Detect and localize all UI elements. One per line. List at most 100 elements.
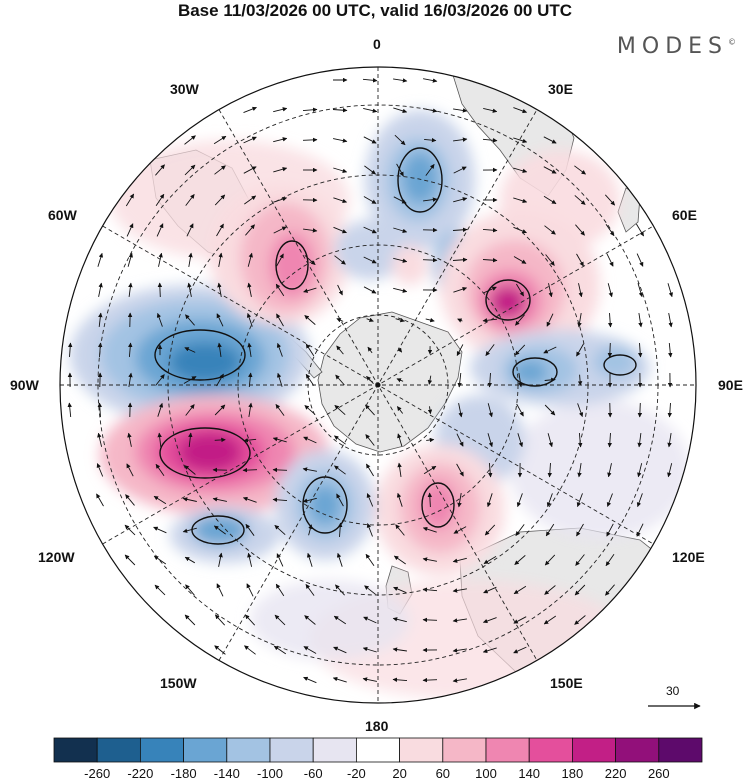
wind-arrow	[422, 677, 438, 683]
lon-label-120w: 120W	[38, 549, 75, 565]
wind-arrow	[483, 556, 497, 564]
wind-arrow	[426, 437, 435, 443]
lon-label-150w: 150W	[160, 675, 197, 691]
wind-arrow	[303, 676, 317, 684]
wind-arrow	[393, 107, 408, 114]
wind-arrow	[396, 378, 404, 383]
wind-arrow	[396, 492, 403, 507]
wind-arrow	[333, 197, 348, 204]
wind-arrow	[182, 527, 197, 533]
wind-arrow	[544, 404, 556, 416]
wind-arrow	[273, 645, 287, 655]
wind-arrow	[247, 552, 253, 567]
wind-arrow	[514, 344, 526, 356]
indian-subcontinent-edge	[689, 279, 696, 341]
colorbar-swatch	[53, 737, 98, 763]
wind-arrow	[543, 195, 557, 205]
wind-arrow	[547, 462, 553, 478]
wind-arrow	[456, 463, 464, 477]
lon-label-120e: 120E	[672, 549, 705, 565]
colorbar-tick-label: 180	[561, 766, 584, 781]
wind-arrow	[362, 647, 377, 653]
wind-arrow	[518, 373, 523, 388]
wind-arrow	[243, 438, 257, 443]
wind-arrow	[452, 557, 467, 563]
wind-arrow	[513, 167, 528, 173]
wind-arrow	[513, 616, 527, 624]
wind-arrow	[128, 282, 133, 297]
wind-arrow	[305, 343, 315, 357]
wind-arrow	[245, 523, 255, 536]
wind-arrow	[514, 555, 526, 565]
wind-arrow	[303, 646, 317, 654]
wind-arrow	[184, 135, 196, 145]
wind-arrow	[545, 254, 555, 266]
wind-arrow	[273, 226, 287, 234]
wind-arrow	[367, 346, 373, 354]
wind-arrow	[452, 678, 467, 683]
wind-arrow	[154, 584, 166, 596]
wind-arrow	[637, 463, 643, 478]
colorbar-swatch	[312, 737, 357, 763]
colorbar-tick-label: -180	[170, 766, 197, 781]
wind-arrow	[607, 283, 613, 298]
wind-arrow	[607, 463, 612, 478]
wind-arrow	[395, 524, 405, 536]
wind-arrow	[128, 372, 133, 387]
circulation-loop	[421, 482, 455, 528]
colorbar-swatch	[615, 737, 660, 763]
wind-arrow	[218, 252, 223, 267]
wind-arrow	[362, 677, 377, 682]
wind-arrow	[128, 342, 133, 358]
wind-arrow	[543, 615, 557, 625]
colorbar-tick-label: 20	[392, 766, 407, 781]
wind-arrow	[97, 342, 103, 358]
wind-arrow	[155, 193, 165, 207]
wind-arrow	[276, 553, 284, 567]
wind-arrow	[393, 287, 408, 293]
wind-arrow	[453, 197, 468, 203]
colorbar-tick-label: 60	[435, 766, 451, 781]
wind-arrow	[606, 523, 614, 537]
wind-arrow	[214, 194, 226, 206]
circulation-loop	[154, 329, 246, 381]
wind-arrow	[393, 78, 408, 83]
wind-arrow	[394, 134, 406, 146]
wind-arrow	[275, 583, 285, 597]
wind-arrow	[607, 432, 613, 448]
wind-arrow	[638, 313, 643, 328]
wind-arrow	[187, 282, 192, 297]
wind-arrow	[636, 223, 644, 237]
wind-arrow	[67, 402, 72, 418]
wind-arrow	[273, 137, 288, 143]
brand-mark: ©	[728, 37, 736, 47]
wind-arrow	[126, 223, 134, 237]
wind-arrow	[484, 524, 496, 536]
wind-arrow	[275, 283, 285, 297]
wind-arrow	[544, 225, 556, 235]
wind-arrow	[636, 523, 644, 537]
wind-arrow	[543, 166, 557, 174]
wind-arrow	[606, 253, 614, 267]
wind-arrow	[185, 404, 195, 416]
wind-arrow	[513, 646, 527, 654]
wind-arrow	[303, 287, 317, 293]
wind-arrow	[515, 524, 525, 536]
wind-arrow	[245, 224, 255, 236]
wind-arrow	[97, 252, 104, 267]
wind-arrow	[363, 136, 377, 144]
reference-vector-label: 30	[666, 684, 680, 698]
wind-arrow	[485, 344, 495, 356]
wind-arrow	[125, 494, 135, 506]
wind-arrow	[125, 193, 135, 207]
wind-arrow	[393, 257, 408, 263]
wind-arrow	[363, 286, 377, 294]
wind-arrow	[274, 524, 286, 536]
wind-arrow	[392, 677, 408, 682]
wind-arrow	[363, 256, 377, 264]
wind-arrow	[242, 467, 258, 473]
wind-arrow	[393, 555, 406, 565]
wind-arrow	[483, 107, 498, 113]
wind-arrow	[218, 552, 223, 567]
wind-arrow	[212, 497, 227, 502]
